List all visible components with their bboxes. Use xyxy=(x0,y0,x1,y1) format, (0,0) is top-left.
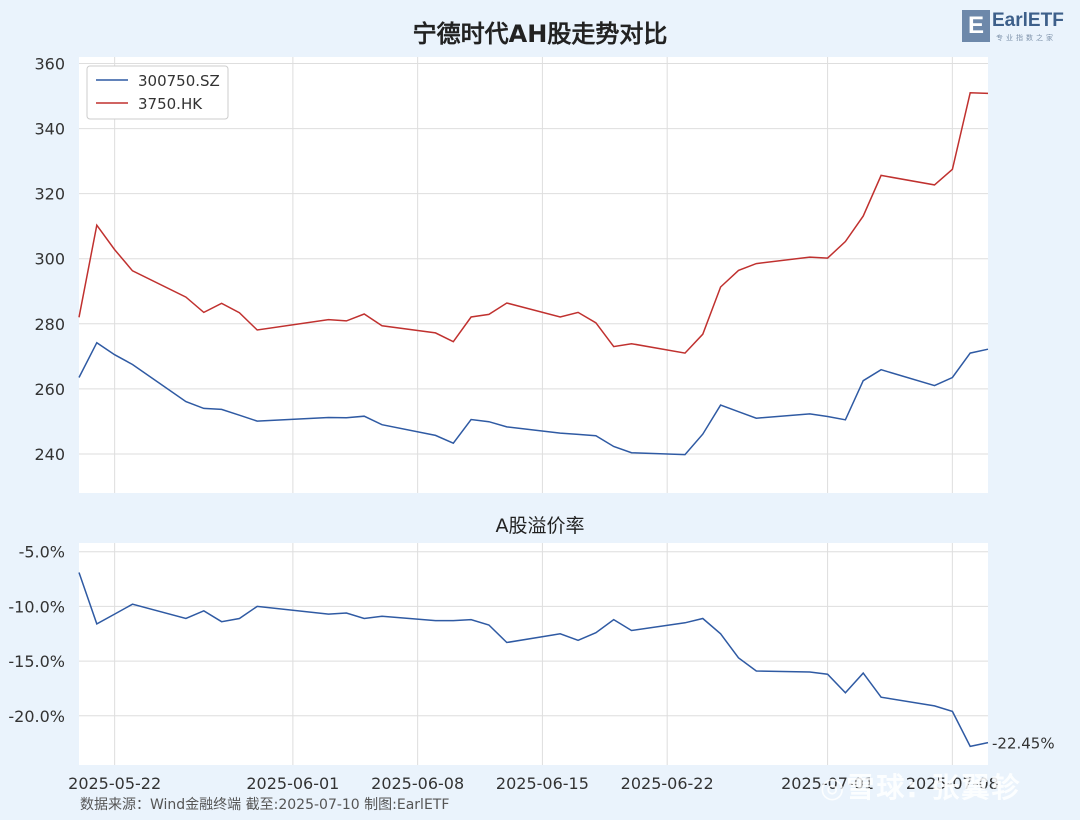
series-line-300750-sz xyxy=(78,341,989,456)
y-tick-label: 240 xyxy=(34,445,65,464)
y-tick-label: 360 xyxy=(34,55,65,74)
logo-mark-icon: E xyxy=(962,10,990,42)
watermark: ◎雪球: 张翼轸 xyxy=(820,771,1022,804)
series-line-premium xyxy=(78,572,989,748)
x-tick-label: 2025-06-01 xyxy=(246,774,339,793)
y-tick-label: -15.0% xyxy=(8,652,65,671)
price-panel: 240 260 280 300 320 340 360 300750.SZ 3750.HK xyxy=(34,55,989,493)
x-axis: 2025-05-22 2025-06-01 2025-06-08 2025-06-15… xyxy=(68,774,999,793)
y-tick-label: 300 xyxy=(34,250,65,269)
y-tick-label: -20.0% xyxy=(8,707,65,726)
x-tick-label: 2025-06-15 xyxy=(496,774,589,793)
legend-label: 3750.HK xyxy=(138,95,203,113)
data-source-note: 数据来源：Wind金融终端 截至:2025-07-10 制图:EarlETF xyxy=(80,797,450,813)
x-tick-label: 2025-05-22 xyxy=(68,774,161,793)
earletf-logo: E EarlETF 专业指数之家 xyxy=(962,10,1072,44)
series-line-3750-hk xyxy=(78,92,989,354)
legend: 300750.SZ 3750.HK xyxy=(86,65,229,120)
chart-title: 宁德时代AH股走势对比 xyxy=(412,20,668,48)
y-tick-label: 340 xyxy=(34,120,65,139)
x-tick-label: 2025-07-01 xyxy=(781,774,874,793)
y-tick-label: -10.0% xyxy=(8,597,65,616)
logo-tagline: 专业指数之家 xyxy=(996,34,1056,42)
y-tick-label: 280 xyxy=(34,315,65,334)
plot-area xyxy=(79,57,988,493)
x-tick-label: 2025-06-22 xyxy=(621,774,714,793)
y-tick-label: 260 xyxy=(34,380,65,399)
y-tick-label: 320 xyxy=(34,185,65,204)
logo-name: EarlETF xyxy=(992,10,1064,31)
premium-chart-title: A股溢价率 xyxy=(495,515,585,537)
x-tick-label: 2025-06-08 xyxy=(371,774,464,793)
plot-area xyxy=(79,543,988,765)
x-tick-label: 2025-07-08 xyxy=(906,774,999,793)
last-value-label: -22.45% xyxy=(992,735,1055,753)
y-tick-label: -5.0% xyxy=(19,543,65,562)
premium-panel: -5.0% -10.0% -15.0% -20.0% -22.45% xyxy=(8,543,1055,765)
legend-label: 300750.SZ xyxy=(138,72,220,90)
